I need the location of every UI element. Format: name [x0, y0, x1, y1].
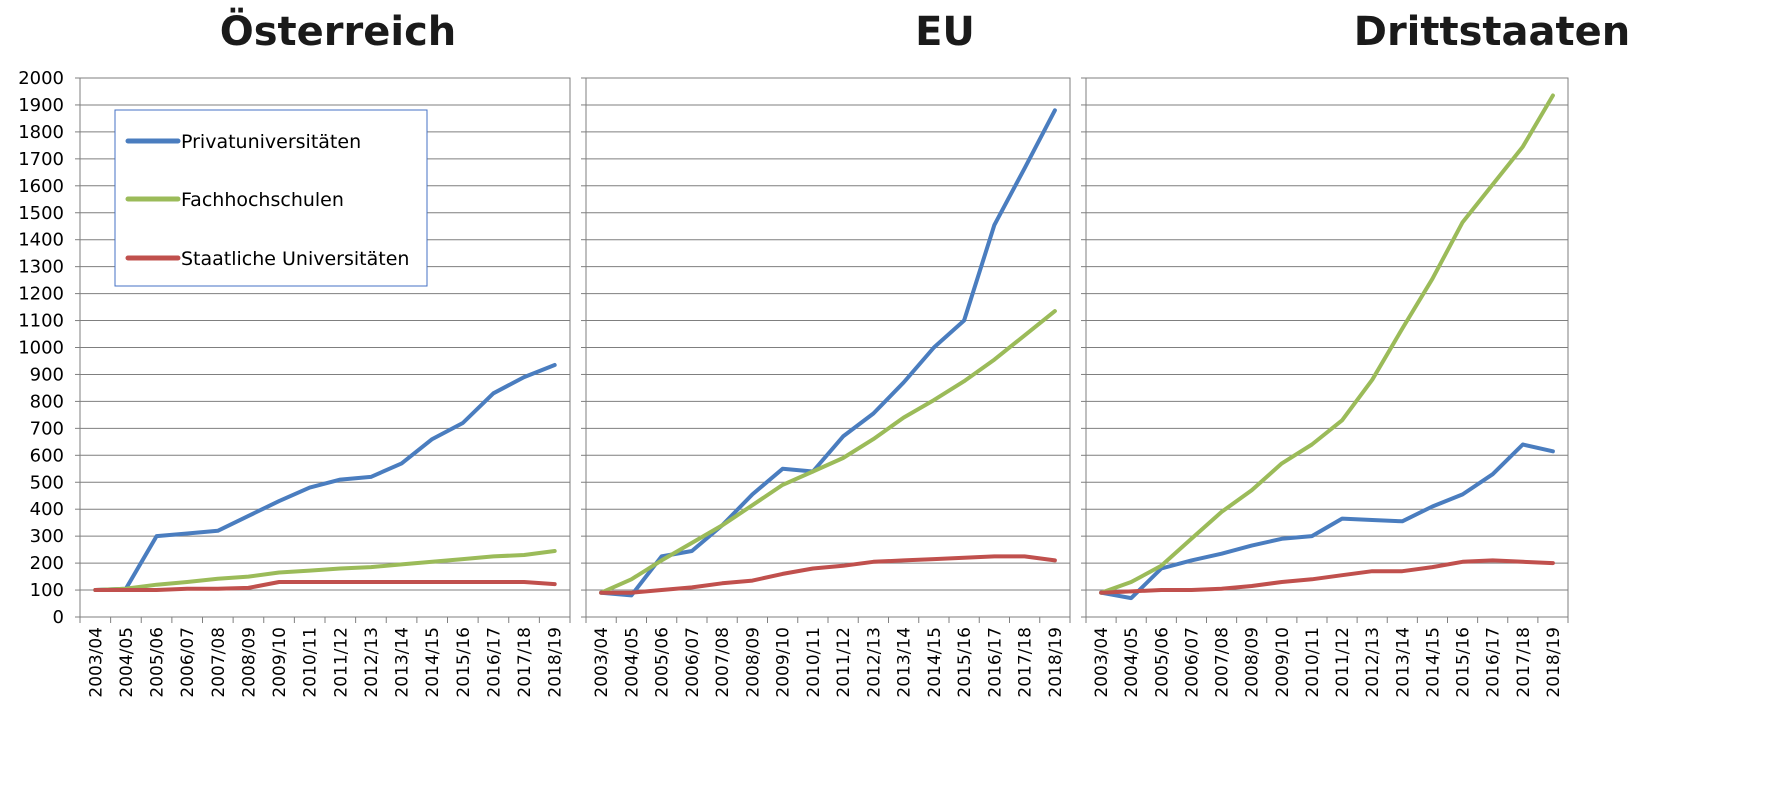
y-tick-label: 1700 [18, 149, 64, 170]
x-tick-label: 2013/14 [1393, 627, 1413, 698]
x-tick-label: 2016/17 [1484, 627, 1504, 698]
x-tick-label: 2004/05 [622, 627, 642, 698]
x-tick-label: 2007/08 [209, 627, 229, 698]
x-tick-label: 2003/04 [592, 627, 612, 698]
series-line-staatliche-universit-ten [599, 554, 1057, 595]
y-tick-label: 1600 [18, 176, 64, 197]
x-tick-label: 2005/06 [148, 627, 168, 698]
y-tick-label: 900 [30, 364, 64, 385]
y-tick-label: 1500 [18, 203, 64, 224]
x-tick-label: 2011/12 [1333, 627, 1353, 698]
y-tick-label: 1900 [18, 95, 64, 116]
x-tick-label: 2010/11 [1303, 627, 1323, 698]
x-tick-label: 2004/05 [117, 627, 137, 698]
x-tick-label: 2003/04 [1092, 627, 1112, 698]
x-tick-label: 2012/13 [1363, 627, 1383, 698]
series-line-fachhochschulen [93, 549, 557, 592]
x-tick-label: 2017/18 [1016, 627, 1036, 698]
x-tick-label: 2008/09 [1243, 627, 1263, 698]
y-tick-label: 800 [30, 391, 64, 412]
y-tick-label: 2000 [18, 68, 64, 89]
series-line-fachhochschulen [1099, 93, 1555, 595]
legend-label: Fachhochschulen [181, 189, 344, 211]
x-tick-label: 2018/19 [1046, 627, 1066, 698]
series-line-staatliche-universit-ten [93, 580, 557, 592]
y-tick-label: 1300 [18, 257, 64, 278]
x-tick-label: 2010/11 [301, 627, 321, 698]
x-tick-label: 2009/10 [1273, 627, 1293, 698]
x-tick-label: 2015/16 [955, 627, 975, 698]
x-tick-label: 2006/07 [178, 627, 198, 698]
x-tick-label: 2016/17 [484, 627, 504, 698]
x-tick-label: 2015/16 [1454, 627, 1474, 698]
x-tick-label: 2016/17 [985, 627, 1005, 698]
x-tick-label: 2018/19 [546, 627, 566, 698]
x-tick-label: 2017/18 [1514, 627, 1534, 698]
y-tick-label: 400 [30, 499, 64, 520]
y-tick-label: 100 [30, 580, 64, 601]
legend-label: Privatuniversitäten [181, 131, 361, 153]
y-tick-label: 700 [30, 418, 64, 439]
y-tick-label: 1000 [18, 338, 64, 359]
x-tick-label: 2011/12 [834, 627, 854, 698]
y-tick-label: 1400 [18, 230, 64, 251]
x-tick-label: 2008/09 [239, 627, 259, 698]
x-tick-label: 2010/11 [804, 627, 824, 698]
y-tick-label: 0 [53, 607, 64, 628]
x-tick-label: 2013/14 [895, 627, 915, 698]
series-line-privatuniversit-ten [599, 108, 1057, 598]
series-line-privatuniversit-ten [93, 363, 557, 592]
x-tick-label: 2006/07 [683, 627, 703, 698]
series-line-privatuniversit-ten [1099, 442, 1555, 601]
y-tick-label: 200 [30, 553, 64, 574]
x-tick-label: 2014/15 [925, 627, 945, 698]
x-tick-label: 2005/06 [1152, 627, 1172, 698]
x-tick-label: 2012/13 [362, 627, 382, 698]
x-tick-label: 2013/14 [393, 627, 413, 698]
x-tick-label: 2015/16 [454, 627, 474, 698]
x-tick-label: 2014/15 [423, 627, 443, 698]
x-tick-label: 2014/15 [1423, 627, 1443, 698]
y-tick-label: 1200 [18, 284, 64, 305]
x-tick-label: 2005/06 [653, 627, 673, 698]
x-tick-label: 2017/18 [515, 627, 535, 698]
x-tick-label: 2007/08 [713, 627, 733, 698]
series-line-fachhochschulen [599, 309, 1057, 595]
x-tick-label: 2003/04 [86, 627, 106, 698]
x-tick-label: 2007/08 [1213, 627, 1233, 698]
y-tick-label: 600 [30, 445, 64, 466]
x-tick-label: 2009/10 [774, 627, 794, 698]
y-tick-label: 300 [30, 526, 64, 547]
x-tick-label: 2006/07 [1182, 627, 1202, 698]
legend-label: Staatliche Universitäten [181, 248, 409, 270]
x-tick-label: 2018/19 [1544, 627, 1564, 698]
x-tick-label: 2012/13 [864, 627, 884, 698]
x-tick-label: 2004/05 [1122, 627, 1142, 698]
y-tick-label: 1800 [18, 122, 64, 143]
x-tick-label: 2011/12 [331, 627, 351, 698]
y-tick-label: 500 [30, 472, 64, 493]
panel-title: Drittstaaten [1354, 9, 1631, 55]
x-tick-label: 2008/09 [743, 627, 763, 698]
y-tick-label: 1100 [18, 311, 64, 332]
panel-title: Österreich [220, 7, 457, 55]
x-tick-label: 2009/10 [270, 627, 290, 698]
series-line-staatliche-universit-ten [1099, 558, 1555, 595]
panel-title: EU [915, 9, 975, 55]
